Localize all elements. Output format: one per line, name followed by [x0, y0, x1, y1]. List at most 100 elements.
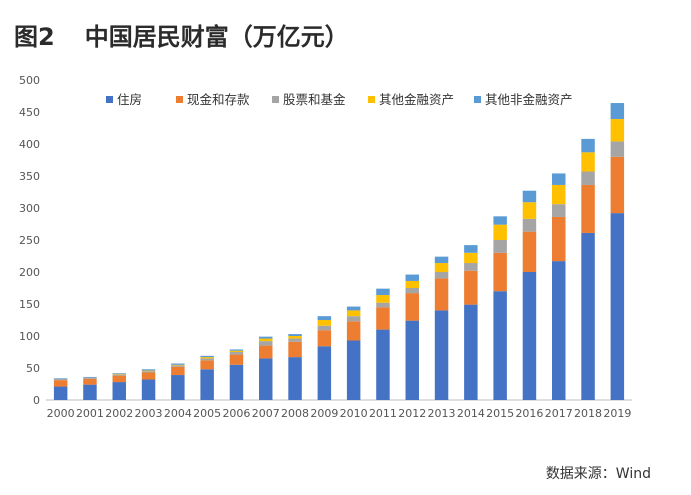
bar-segment-2	[434, 278, 449, 311]
bar-segment-4	[434, 263, 449, 272]
bar-segment-1	[581, 232, 595, 400]
bar-segment-1	[141, 379, 156, 400]
bar-segment-3	[376, 302, 390, 308]
bar-segment-1	[83, 384, 97, 400]
x-tick-label: 2005	[193, 407, 221, 420]
x-tick-label: 2009	[310, 407, 338, 420]
bar-segment-3	[581, 171, 595, 185]
bar-segment-1	[434, 310, 449, 400]
x-tick-label: 2010	[340, 407, 368, 420]
bar-segment-5	[376, 288, 390, 296]
bar-segment-5	[434, 256, 449, 264]
figure-number: 图2	[14, 22, 55, 51]
bar-segment-1	[610, 213, 625, 400]
bar-segment-5	[493, 216, 507, 225]
bar-segment-3	[346, 316, 361, 322]
bar-segment-3	[610, 141, 625, 157]
bar-segment-5	[259, 336, 273, 339]
y-tick-label: 500	[19, 74, 40, 87]
x-tick-label: 2008	[281, 407, 309, 420]
bar-segment-1	[346, 340, 361, 400]
bar-segment-4	[259, 338, 273, 342]
y-tick-label: 350	[19, 170, 40, 183]
bar-segment-3	[53, 378, 68, 381]
x-tick-label: 2019	[603, 407, 631, 420]
bar-segment-3	[552, 204, 566, 217]
y-tick-label: 450	[19, 106, 40, 119]
bar-segment-5	[581, 138, 595, 153]
bar-segment-1	[288, 357, 302, 400]
x-tick-label: 2003	[135, 407, 163, 420]
x-tick-label: 2004	[164, 407, 192, 420]
bar-segment-4	[112, 373, 126, 375]
chart-title: 图2 中国居民财富（万亿元）	[14, 14, 349, 54]
bar-segment-1	[493, 291, 507, 400]
x-tick-label: 2000	[47, 407, 75, 420]
x-tick-label: 2017	[545, 407, 573, 420]
bar-segment-4	[200, 357, 214, 359]
bar-segment-5	[317, 316, 332, 320]
bar-segment-2	[405, 293, 419, 321]
bar-segment-2	[141, 372, 156, 380]
y-tick-label: 300	[19, 202, 40, 215]
bar-segment-5	[171, 363, 185, 365]
bar-segment-2	[376, 307, 390, 330]
bar-segment-1	[171, 375, 185, 400]
bar-segment-1	[552, 261, 566, 400]
bar-segment-3	[464, 263, 478, 271]
bar-segment-4	[171, 364, 185, 366]
x-tick-label: 2016	[515, 407, 543, 420]
bar-segment-1	[464, 304, 478, 400]
bar-segment-4	[610, 119, 625, 142]
bar-segment-2	[317, 330, 332, 347]
bar-segment-4	[376, 295, 390, 303]
y-tick-label: 200	[19, 266, 40, 279]
bar-segment-2	[493, 252, 507, 292]
bar-segment-2	[288, 341, 302, 358]
bar-segment-3	[522, 218, 537, 232]
bar-segment-2	[581, 184, 595, 233]
title-text: 中国居民财富（万亿元）	[84, 22, 349, 51]
bar-segment-5	[346, 306, 361, 311]
bar-segment-1	[405, 320, 419, 400]
bar-segment-2	[200, 360, 214, 370]
x-tick-label: 2013	[428, 407, 456, 420]
y-tick-label: 100	[19, 330, 40, 343]
bar-segment-2	[112, 375, 126, 383]
bar-segment-2	[259, 345, 273, 359]
bar-segment-1	[522, 272, 537, 400]
legend-label: 其他非金融资产	[485, 92, 573, 107]
bar-segment-3	[317, 325, 332, 331]
bar-segment-4	[229, 350, 244, 352]
bar-segment-5	[229, 349, 244, 351]
legend-swatch	[368, 96, 375, 103]
x-tick-label: 2015	[486, 407, 514, 420]
bar-segment-3	[288, 338, 302, 342]
bar-segment-3	[229, 352, 244, 355]
y-tick-label: 250	[19, 234, 40, 247]
x-tick-label: 2007	[252, 407, 280, 420]
bar-segment-4	[346, 310, 361, 317]
bar-segment-5	[83, 376, 97, 378]
bar-segment-4	[405, 280, 419, 288]
bar-segment-5	[405, 274, 419, 281]
legend-label: 股票和基金	[283, 92, 346, 107]
x-tick-label: 2018	[574, 407, 602, 420]
bar-segment-4	[288, 336, 302, 339]
bar-segment-4	[493, 224, 507, 240]
bar-segment-5	[552, 173, 566, 185]
bar-segment-5	[610, 103, 625, 120]
bar-segment-1	[53, 386, 68, 400]
bar-segment-3	[171, 365, 185, 367]
legend-swatch	[176, 96, 183, 103]
bar-segment-3	[434, 272, 449, 279]
bar-segment-4	[522, 202, 537, 219]
bar-segment-3	[83, 377, 97, 379]
legend-swatch	[272, 96, 279, 103]
bar-segment-5	[288, 334, 302, 336]
bar-segment-2	[610, 156, 625, 214]
bar-segment-1	[112, 382, 126, 400]
bar-segment-3	[200, 358, 214, 361]
legend-label: 其他金融资产	[379, 92, 454, 107]
